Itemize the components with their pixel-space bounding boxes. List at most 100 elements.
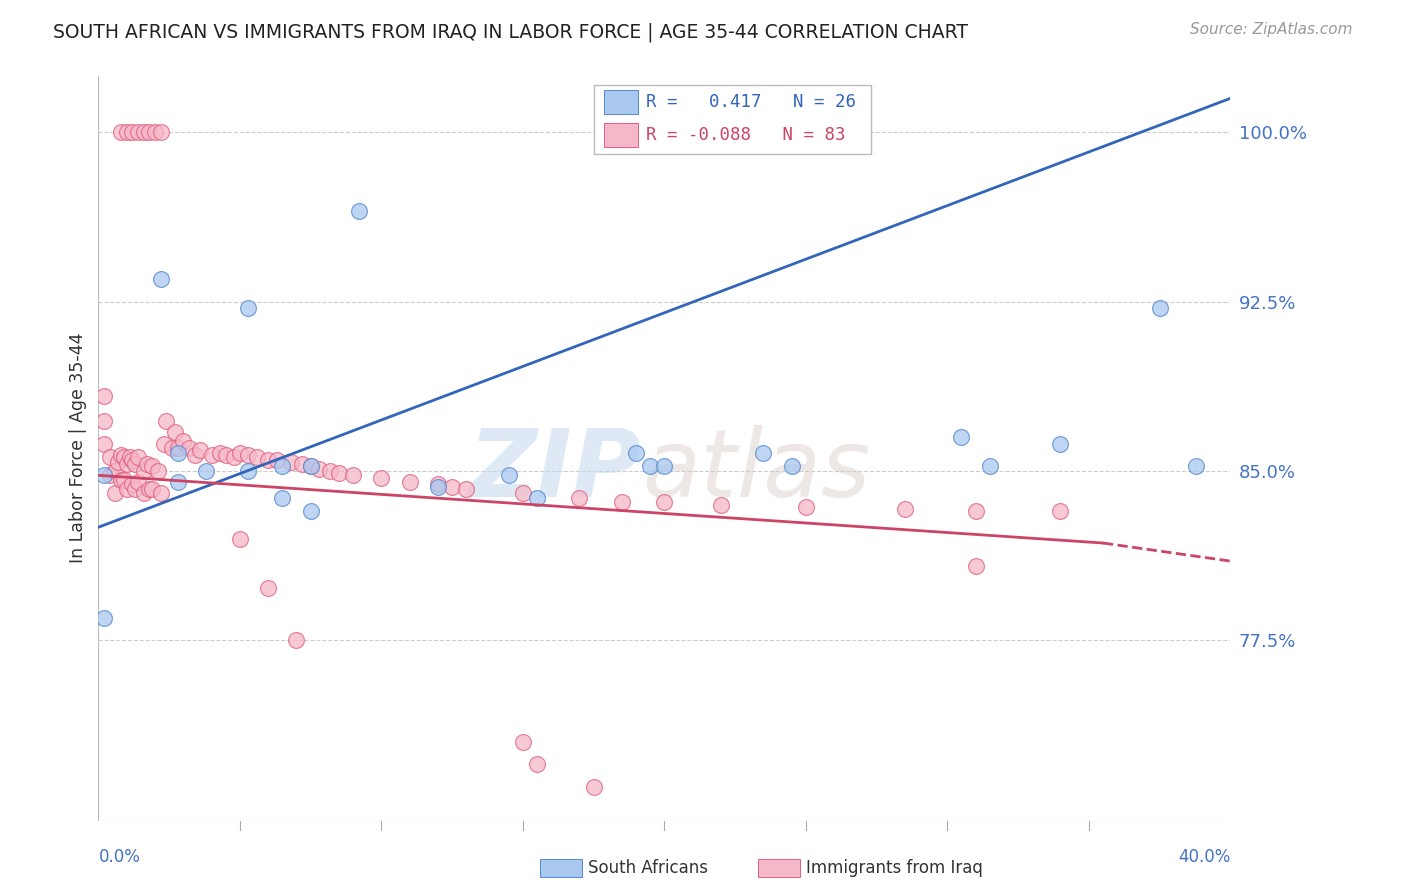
Point: [118, 450, 141, 465]
Point: [93, 389, 115, 403]
Text: R = -0.088   N = 83: R = -0.088 N = 83: [647, 127, 846, 145]
Point: [238, 464, 260, 478]
Point: [93, 414, 115, 428]
Point: [370, 470, 392, 484]
Point: [1149, 301, 1171, 316]
Point: [319, 464, 342, 478]
Point: [568, 491, 591, 505]
Point: [104, 464, 127, 478]
Point: [512, 486, 534, 500]
Point: [710, 498, 733, 512]
Point: [299, 459, 322, 474]
Point: [155, 414, 177, 428]
Text: Source: ZipAtlas.com: Source: ZipAtlas.com: [1189, 22, 1353, 37]
Point: [141, 459, 163, 474]
Point: [124, 457, 146, 471]
Point: [93, 468, 115, 483]
Point: [427, 477, 450, 491]
Text: SOUTH AFRICAN VS IMMIGRANTS FROM IRAQ IN LABOR FORCE | AGE 35-44 CORRELATION CHA: SOUTH AFRICAN VS IMMIGRANTS FROM IRAQ IN…: [53, 22, 969, 42]
Text: South Africans: South Africans: [588, 859, 707, 877]
Point: [271, 491, 294, 505]
Text: atlas: atlas: [641, 425, 870, 516]
Point: [229, 446, 252, 460]
Point: [98, 468, 121, 483]
Point: [652, 495, 676, 509]
Point: [132, 486, 155, 500]
Text: R =   0.417   N = 26: R = 0.417 N = 26: [647, 93, 856, 111]
Point: [146, 464, 169, 478]
Point: [194, 464, 217, 478]
Point: [183, 448, 205, 462]
Point: [610, 495, 633, 509]
Point: [121, 452, 143, 467]
Point: [149, 125, 172, 139]
FancyBboxPatch shape: [595, 85, 872, 154]
Point: [172, 434, 194, 449]
Point: [138, 125, 160, 139]
Point: [238, 448, 260, 462]
Point: [110, 125, 132, 139]
Point: [427, 480, 450, 494]
Point: [166, 475, 188, 489]
Text: 40.0%: 40.0%: [1178, 847, 1230, 866]
Point: [138, 482, 160, 496]
Point: [582, 780, 605, 794]
Point: [104, 486, 127, 500]
Point: [266, 452, 288, 467]
Point: [498, 468, 520, 483]
Point: [115, 125, 138, 139]
Point: [257, 581, 280, 595]
Point: [526, 757, 548, 772]
Point: [127, 125, 149, 139]
Text: Immigrants from Iraq: Immigrants from Iraq: [806, 859, 983, 877]
Point: [652, 459, 676, 474]
Point: [328, 466, 350, 480]
Point: [112, 473, 135, 487]
Point: [285, 633, 308, 648]
Point: [141, 482, 163, 496]
Point: [950, 430, 973, 444]
Point: [512, 734, 534, 748]
Point: [93, 436, 115, 450]
Point: [115, 482, 138, 496]
Point: [246, 450, 269, 465]
Point: [965, 558, 987, 573]
Point: [132, 464, 155, 478]
Point: [209, 446, 232, 460]
Text: 0.0%: 0.0%: [98, 847, 141, 866]
Point: [166, 442, 188, 455]
Point: [229, 532, 252, 546]
Point: [894, 502, 917, 516]
Point: [149, 272, 172, 286]
Point: [112, 450, 135, 465]
Point: [299, 459, 322, 474]
Point: [347, 204, 370, 219]
Point: [965, 504, 987, 518]
Point: [160, 442, 183, 455]
FancyBboxPatch shape: [605, 123, 638, 147]
Point: [127, 450, 149, 465]
Point: [166, 446, 188, 460]
Point: [107, 455, 129, 469]
Y-axis label: In Labor Force | Age 35-44: In Labor Force | Age 35-44: [69, 333, 87, 564]
Point: [121, 477, 143, 491]
Point: [979, 459, 1001, 474]
Point: [638, 459, 661, 474]
Point: [201, 448, 224, 462]
Point: [299, 504, 322, 518]
Point: [291, 457, 314, 471]
Point: [752, 446, 775, 460]
Point: [1049, 504, 1071, 518]
Point: [135, 457, 157, 471]
Point: [456, 482, 478, 496]
Point: [152, 436, 174, 450]
Text: ZIP: ZIP: [468, 425, 641, 516]
Point: [132, 125, 155, 139]
Point: [215, 448, 238, 462]
Point: [398, 475, 420, 489]
Point: [124, 482, 146, 496]
Point: [526, 491, 548, 505]
Point: [794, 500, 817, 514]
Point: [143, 125, 166, 139]
Point: [342, 468, 364, 483]
